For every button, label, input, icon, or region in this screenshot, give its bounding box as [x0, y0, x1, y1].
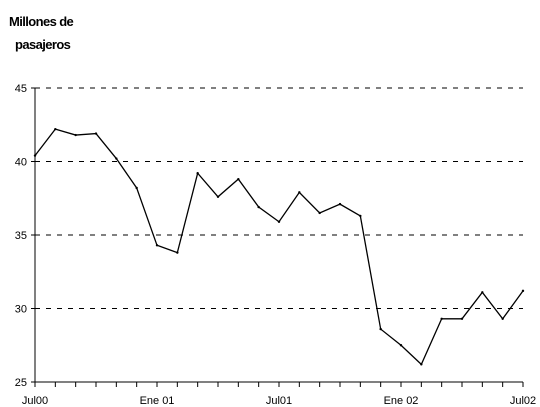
- data-point-15: [338, 202, 342, 206]
- y-axis-title-line-1: Millones de: [9, 14, 74, 29]
- series-line-0: [34, 128, 524, 366]
- data-point-7: [176, 251, 179, 254]
- data-point-9: [216, 195, 220, 198]
- data-point-13: [298, 191, 301, 194]
- data-point-12: [277, 220, 281, 223]
- y-axis-title: Millones de pasajeros: [9, 10, 74, 56]
- x-tick-label-3: Ene 02: [384, 395, 419, 407]
- y-tick-labels: 25 30 35 40 45: [15, 83, 27, 389]
- data-point-24: [521, 289, 525, 293]
- x-tick-label-2: Jul01: [266, 395, 292, 407]
- data-point-18: [399, 344, 403, 347]
- data-point-19: [420, 363, 423, 366]
- y-tick-label-35: 35: [15, 230, 27, 242]
- y-tick-label-45: 45: [15, 83, 27, 95]
- tick-marks: [31, 87, 524, 387]
- data-point-6: [155, 244, 159, 247]
- data-point-3: [94, 132, 98, 135]
- data-point-1: [54, 127, 57, 131]
- data-point-2: [74, 133, 77, 137]
- data-point-21: [460, 317, 464, 320]
- data-point-11: [257, 205, 260, 209]
- x-tick-label-1: Ene 01: [140, 395, 175, 407]
- data-point-17: [379, 327, 382, 331]
- y-tick-label-30: 30: [15, 304, 27, 316]
- y-axis-title-line-2: pasajeros: [15, 37, 71, 52]
- x-tick-labels: Jul00 Ene 01 Jul01 Ene 02 Jul02: [22, 395, 536, 407]
- y-tick-label-40: 40: [15, 157, 27, 169]
- y-tick-label-25: 25: [15, 377, 27, 389]
- data-point-5: [135, 186, 138, 190]
- data-point-22: [481, 291, 484, 294]
- grid-lines: [35, 87, 523, 309]
- data-point-23: [501, 317, 504, 320]
- x-tick-label-0: Jul00: [22, 395, 48, 407]
- data-point-10: [237, 177, 240, 181]
- x-tick-label-4: Jul02: [510, 395, 536, 407]
- data-point-14: [318, 211, 321, 215]
- data-point-0: [33, 154, 37, 157]
- data-point-16: [359, 214, 362, 218]
- data-point-20: [440, 317, 443, 320]
- data-point-4: [115, 157, 118, 160]
- data-point-8: [196, 172, 199, 175]
- series-layer: [33, 127, 525, 366]
